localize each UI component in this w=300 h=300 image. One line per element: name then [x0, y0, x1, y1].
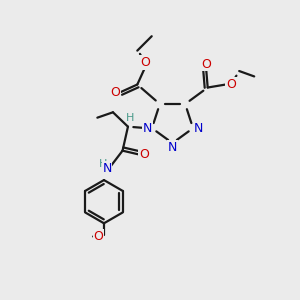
Text: H: H [99, 159, 107, 169]
Text: H: H [126, 113, 134, 123]
Text: O: O [140, 56, 150, 69]
Text: N: N [143, 122, 152, 135]
Text: N: N [168, 141, 177, 154]
Text: O: O [94, 230, 103, 243]
Text: O: O [110, 85, 120, 98]
Text: N: N [194, 122, 203, 135]
Text: O: O [201, 58, 211, 70]
Text: O: O [226, 78, 236, 91]
Text: O: O [139, 148, 149, 161]
Text: N: N [102, 162, 112, 175]
